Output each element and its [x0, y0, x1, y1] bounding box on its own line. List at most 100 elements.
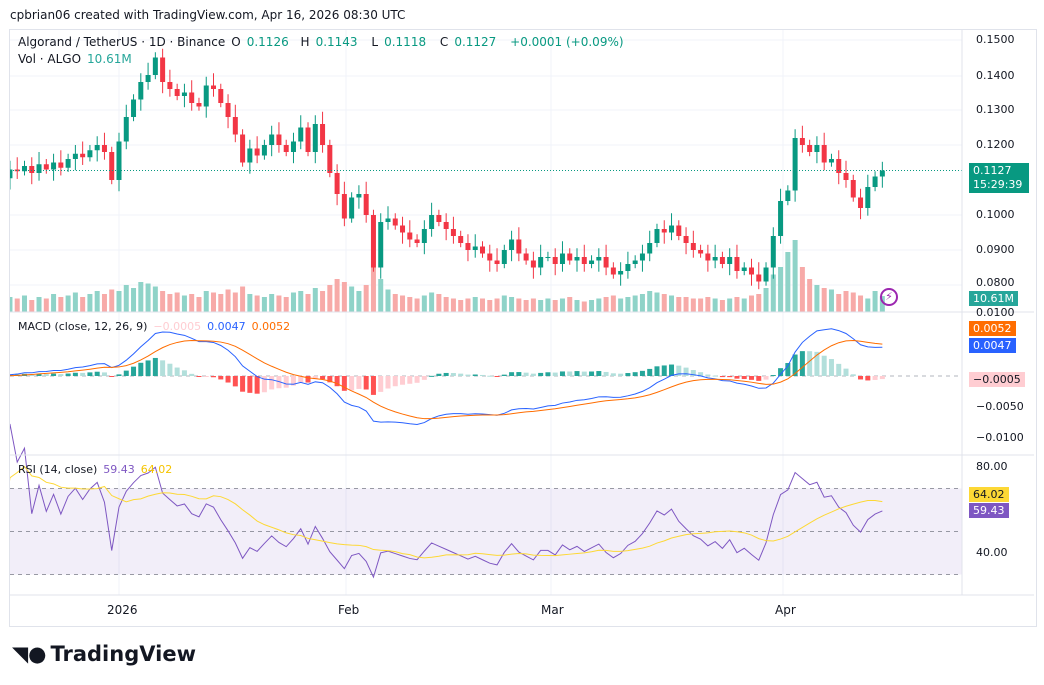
rsi-line	[10, 423, 883, 579]
candle-body	[705, 253, 711, 261]
candle-body	[10, 169, 13, 179]
macd-histogram-bar	[669, 364, 675, 376]
candle-body	[785, 190, 791, 201]
volume-bar	[370, 267, 376, 312]
price-tick: 0.1000	[976, 208, 1015, 221]
candle-body	[211, 85, 217, 89]
close-label: C	[439, 35, 449, 49]
volume-bar	[669, 295, 675, 312]
candle-body	[356, 194, 362, 198]
macd-label: MACD (close, 12, 26, 9)	[18, 320, 148, 333]
candle-body	[632, 260, 638, 264]
macd-histogram-bar	[567, 371, 573, 376]
macd-histogram-bar	[116, 374, 122, 376]
candle-body	[734, 257, 740, 271]
macd-histogram-bar	[639, 370, 645, 376]
macd-histogram-bar	[494, 376, 500, 377]
macd-histogram-bar	[647, 368, 653, 376]
volume-bar	[494, 298, 500, 312]
lightning-alert-icon[interactable]: ⚡	[880, 288, 898, 306]
volume-bar	[29, 300, 35, 312]
candle-body	[116, 141, 122, 180]
candle-body	[828, 159, 834, 163]
candle-body	[349, 197, 355, 219]
rsi-label: RSI (14, close)	[18, 463, 98, 476]
candle-body	[850, 180, 856, 198]
candle-body	[334, 173, 340, 194]
macd-histogram-bar	[349, 376, 355, 391]
volume-bar	[138, 282, 144, 312]
macd-histogram-bar	[298, 376, 304, 383]
symbol-legend[interactable]: Algorand / TetherUS · 1D · Binance O 0.112…	[18, 35, 630, 49]
volume-bar	[778, 267, 784, 312]
volume-bar	[356, 291, 362, 312]
volume-bar	[167, 294, 173, 312]
macd-histogram-bar	[472, 374, 478, 376]
candle-body	[254, 148, 260, 156]
volume-bar	[290, 292, 296, 312]
macd-histogram-bar	[283, 376, 289, 388]
macd-signal-value: 0.0052	[251, 320, 291, 333]
volume-bar	[72, 292, 78, 312]
volume-bar	[799, 267, 805, 312]
macd-histogram-bar	[341, 376, 347, 391]
macd-histogram-bar	[0, 376, 5, 377]
macd-histogram-bar	[879, 376, 885, 380]
volume-bar	[654, 292, 660, 312]
volume-legend[interactable]: Vol · ALGO 10.61M	[18, 52, 138, 66]
macd-histogram-bar	[596, 371, 602, 376]
macd-histogram-bar	[254, 376, 260, 394]
rsi-legend[interactable]: RSI (14, close) 59.43 64.02	[18, 463, 178, 476]
candle-body	[756, 274, 762, 282]
macd-histogram-bar	[698, 372, 704, 376]
macd-histogram-bar	[632, 372, 638, 376]
volume-bar	[341, 282, 347, 312]
macd-histogram-bar	[189, 373, 195, 376]
candle-body	[72, 153, 78, 159]
candle-body	[181, 92, 187, 96]
candle-body	[472, 246, 478, 250]
volume-bar	[36, 297, 42, 312]
price-tick: 0.1200	[976, 138, 1015, 151]
volume-bar	[465, 298, 471, 312]
volume-label: Vol · ALGO	[18, 52, 82, 66]
volume-bar	[349, 286, 355, 312]
volume-bar	[683, 297, 689, 312]
macd-histogram-bar	[94, 371, 100, 376]
volume-bar	[254, 295, 260, 312]
candle-body	[676, 225, 682, 236]
macd-histogram-bar	[785, 363, 791, 376]
candle-body	[879, 170, 885, 177]
volume-bar	[174, 292, 180, 312]
volume-bar	[276, 295, 282, 312]
candle-body	[792, 138, 798, 191]
candle-body	[131, 99, 137, 117]
macd-histogram-bar	[400, 376, 406, 385]
change-value: +0.0001 (+0.09%)	[510, 35, 624, 49]
macd-histogram-bar	[581, 371, 587, 376]
macd-histogram-bar	[465, 374, 471, 376]
macd-histogram-bar	[211, 376, 217, 378]
candle-body	[298, 127, 304, 142]
candle-body	[407, 232, 413, 240]
candle-body	[160, 57, 166, 82]
macd-histogram-bar	[792, 354, 798, 376]
macd-legend[interactable]: MACD (close, 12, 26, 9) −0.0005 0.0047 0.00…	[18, 320, 296, 333]
candle-body	[363, 194, 369, 215]
macd-histogram-bar	[305, 376, 311, 383]
time-tick: 2026	[107, 603, 138, 617]
candle-body	[58, 162, 64, 168]
volume-bar	[80, 297, 86, 312]
volume-bar	[392, 294, 398, 312]
candle-body	[799, 138, 805, 145]
rsi-ma-tag: 64.02	[969, 487, 1009, 502]
volume-bar	[552, 300, 558, 312]
candle-body	[261, 145, 267, 156]
candle-body	[741, 267, 747, 271]
candle-body	[80, 153, 86, 158]
volume-bar	[690, 298, 696, 312]
macd-histogram-bar	[247, 376, 253, 393]
macd-histogram-bar	[181, 370, 187, 376]
time-tick: Apr	[775, 603, 796, 617]
